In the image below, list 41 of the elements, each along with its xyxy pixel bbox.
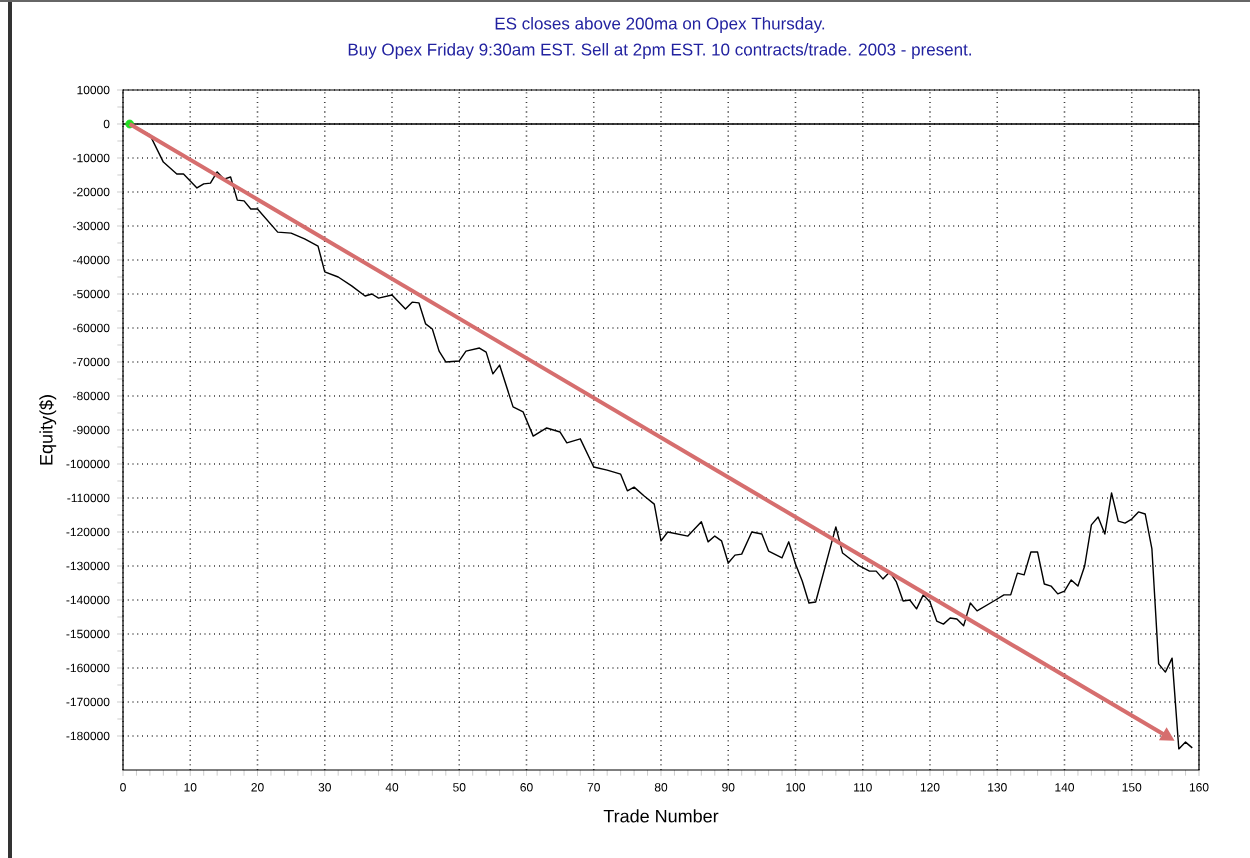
y-tick-label: -170000 — [66, 697, 110, 707]
x-tick-label: 140 — [1055, 783, 1075, 792]
y-axis-title: Equity($) — [39, 395, 57, 465]
y-tick-label: -40000 — [73, 255, 110, 265]
x-tick-label: 90 — [722, 783, 735, 792]
y-tick-label: -120000 — [66, 527, 110, 537]
x-tick-label: 120 — [920, 783, 940, 792]
y-tick-label: -20000 — [73, 187, 110, 197]
y-tick-label: -110000 — [67, 493, 110, 503]
x-tick-label: 80 — [654, 783, 668, 792]
x-tick-label: 100 — [786, 783, 806, 792]
x-tick-label: 110 — [854, 783, 872, 792]
x-tick-label: 160 — [1189, 783, 1209, 792]
x-tick-label: 20 — [251, 783, 264, 792]
y-tick-label: -50000 — [73, 289, 110, 299]
x-tick-label: 50 — [453, 783, 466, 792]
y-tick-label: 10000 — [77, 85, 110, 95]
chart-title: ES closes above 200ma on Opex Thursday. — [495, 17, 825, 33]
x-tick-label: 70 — [587, 783, 600, 792]
x-tick-label: 130 — [988, 783, 1007, 792]
y-tick-label: -140000 — [66, 595, 110, 605]
x-tick-label: 40 — [385, 783, 399, 792]
y-tick-label: -160000 — [66, 663, 110, 673]
y-tick-label: -150000 — [66, 629, 110, 639]
y-tick-label: 0 — [103, 119, 110, 129]
chart-subtitle: Buy Opex Friday 9:30am EST. Sell at 2pm EST. 10 contracts/trade. 2003 - present. — [348, 43, 971, 59]
x-tick-label: 150 — [1122, 783, 1142, 792]
y-tick-label: -30000 — [73, 221, 110, 231]
y-tick-label: -180000 — [66, 731, 110, 741]
y-tick-label: -80000 — [73, 391, 110, 401]
x-tick-label: 0 — [120, 783, 126, 792]
x-tick-label: 60 — [520, 783, 533, 792]
y-tick-label: -70000 — [73, 357, 110, 367]
y-tick-label: -60000 — [73, 323, 110, 333]
y-tick-label: -90000 — [73, 425, 110, 435]
y-tick-label: -10000 — [73, 153, 110, 163]
x-tick-label: 30 — [318, 783, 331, 792]
y-tick-label: -100000 — [66, 459, 110, 469]
x-tick-label: 10 — [184, 783, 197, 792]
y-tick-label: -130000 — [66, 561, 110, 571]
x-axis-title: Trade Number — [603, 809, 719, 823]
